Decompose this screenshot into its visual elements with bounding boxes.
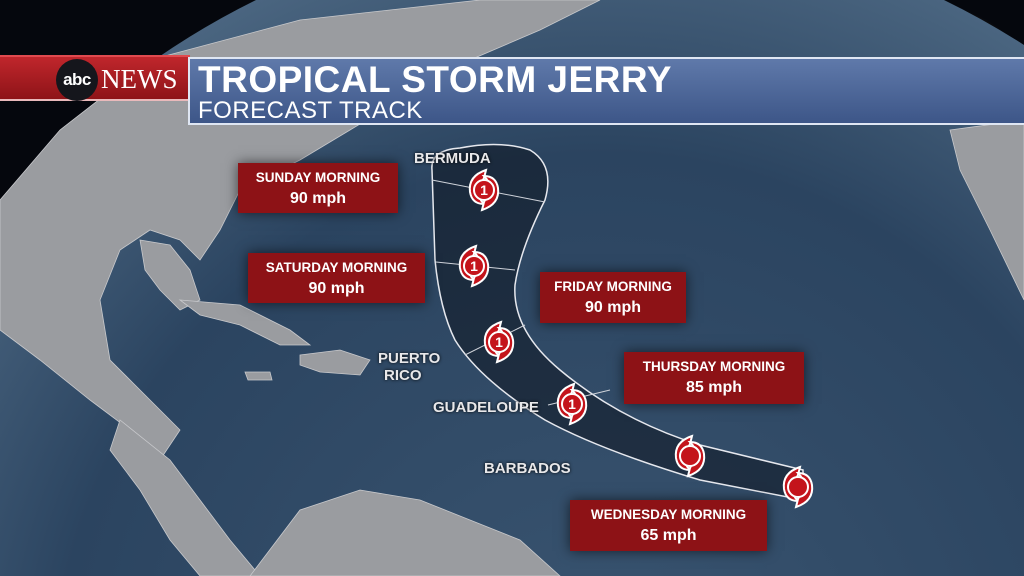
forecast-day: WEDNESDAY MORNING xyxy=(590,507,747,522)
forecast-label-sunday: SUNDAY MORNING 90 mph xyxy=(238,163,398,213)
forecast-day: FRIDAY MORNING xyxy=(554,279,672,294)
forecast-subtitle: FORECAST TRACK xyxy=(198,97,423,124)
forecast-day: THURSDAY MORNING xyxy=(642,359,786,374)
hurricane-icon: 1 xyxy=(556,382,588,426)
storm-category: 1 xyxy=(470,258,478,274)
abc-news-logo-bar: abc NEWS xyxy=(0,55,190,101)
hurricane-icon: 1 xyxy=(468,168,500,212)
hurricane-icon: 1 xyxy=(458,244,490,288)
news-wordmark: NEWS xyxy=(101,64,178,94)
title-banner: TROPICAL STORM JERRY FORECAST TRACK xyxy=(188,57,1024,125)
tropical-storm-icon xyxy=(674,434,706,478)
storm-title: TROPICAL STORM JERRY xyxy=(198,59,672,100)
forecast-wind: 65 mph xyxy=(640,527,697,544)
forecast-label-wednesday: WEDNESDAY MORNING 65 mph xyxy=(570,500,767,551)
forecast-wind: 90 mph xyxy=(289,190,346,207)
forecast-wind: 85 mph xyxy=(685,379,742,396)
place-puerto-rico-line1: PUERTO xyxy=(378,350,441,367)
forecast-label-thursday: THURSDAY MORNING 85 mph xyxy=(624,352,804,404)
storm-category: 1 xyxy=(495,334,503,350)
storm-category: 1 xyxy=(568,396,576,412)
storm-category: 1 xyxy=(480,182,488,198)
place-bermuda: BERMUDA xyxy=(414,150,491,167)
forecast-wind: 90 mph xyxy=(584,299,641,316)
tropical-storm-icon xyxy=(782,465,814,509)
hurricane-icon: 1 xyxy=(483,320,515,364)
place-barbados: BARBADOS xyxy=(484,460,571,477)
place-puerto-rico-line2: RICO xyxy=(384,367,422,384)
place-guadeloupe: GUADELOUPE xyxy=(433,399,539,416)
forecast-label-saturday: SATURDAY MORNING 90 mph xyxy=(248,253,425,303)
forecast-day: SATURDAY MORNING xyxy=(265,260,408,275)
forecast-wind: 90 mph xyxy=(308,280,365,297)
forecast-cone xyxy=(431,143,804,501)
forecast-day: SUNDAY MORNING xyxy=(255,170,381,185)
forecast-label-friday: FRIDAY MORNING 90 mph xyxy=(540,272,686,323)
abc-logo: abc xyxy=(56,59,98,101)
